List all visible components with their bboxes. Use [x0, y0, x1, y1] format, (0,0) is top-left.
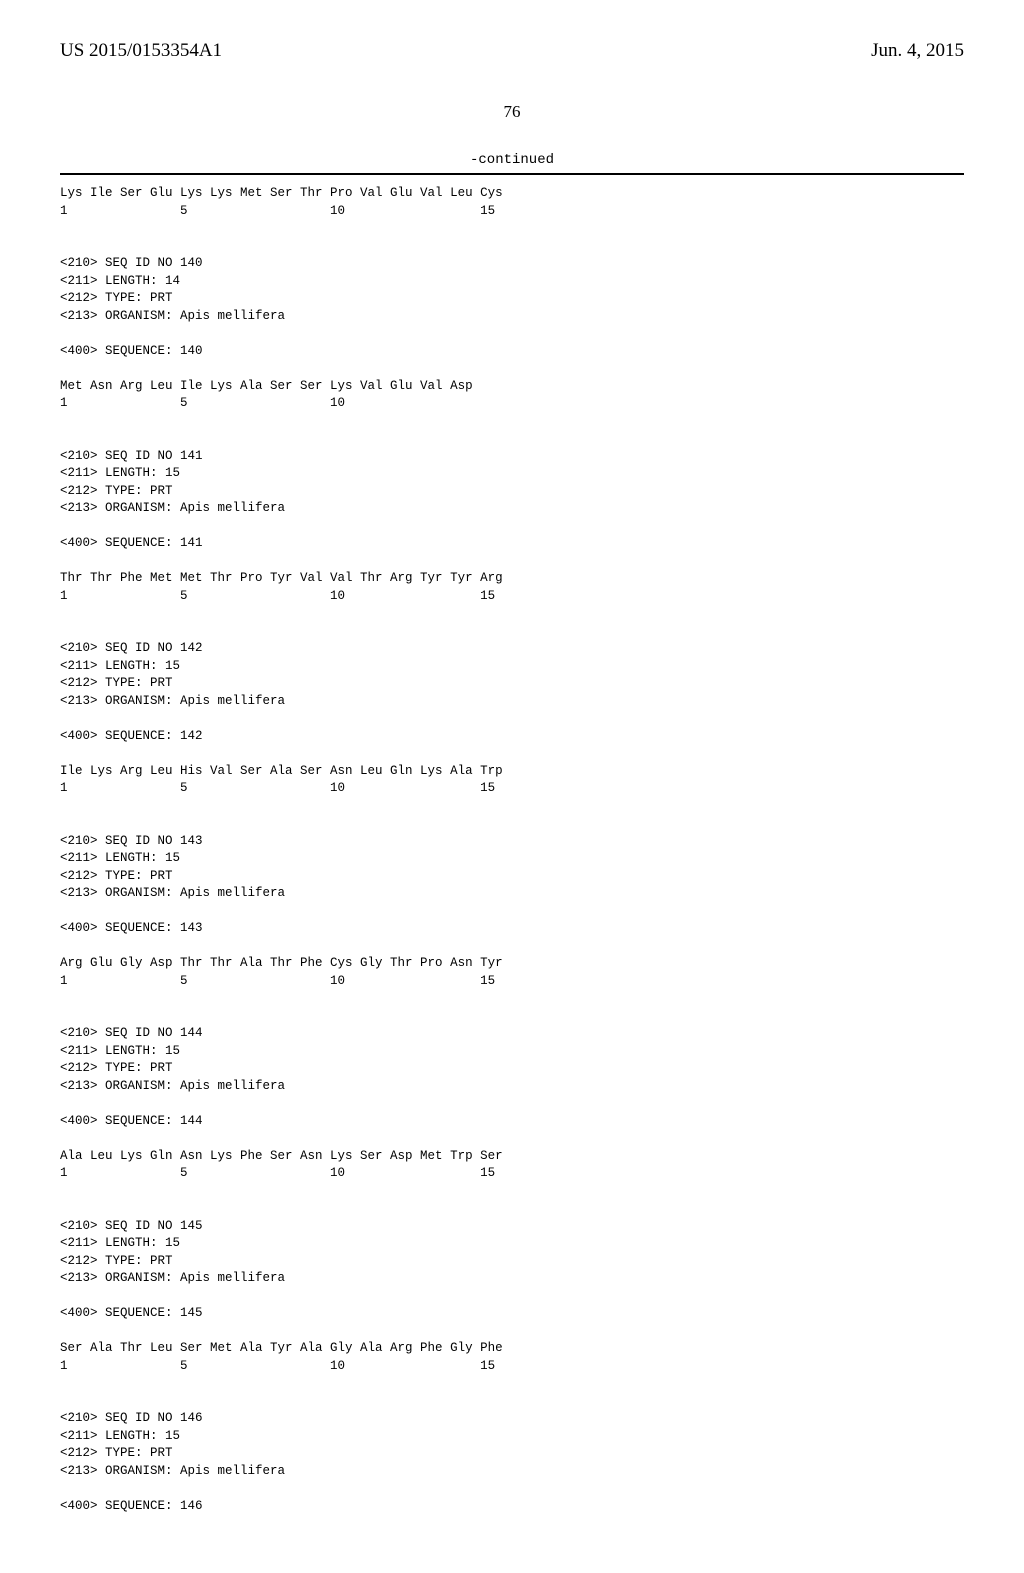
continued-label: -continued: [60, 152, 964, 168]
page-number: 76: [60, 102, 964, 122]
document-header: US 2015/0153354A1 Jun. 4, 2015: [60, 40, 964, 62]
divider: [60, 173, 964, 175]
publication-date: Jun. 4, 2015: [871, 40, 964, 62]
sequence-listing: Lys Ile Ser Glu Lys Lys Met Ser Thr Pro …: [60, 185, 964, 1533]
publication-number: US 2015/0153354A1: [60, 40, 222, 62]
